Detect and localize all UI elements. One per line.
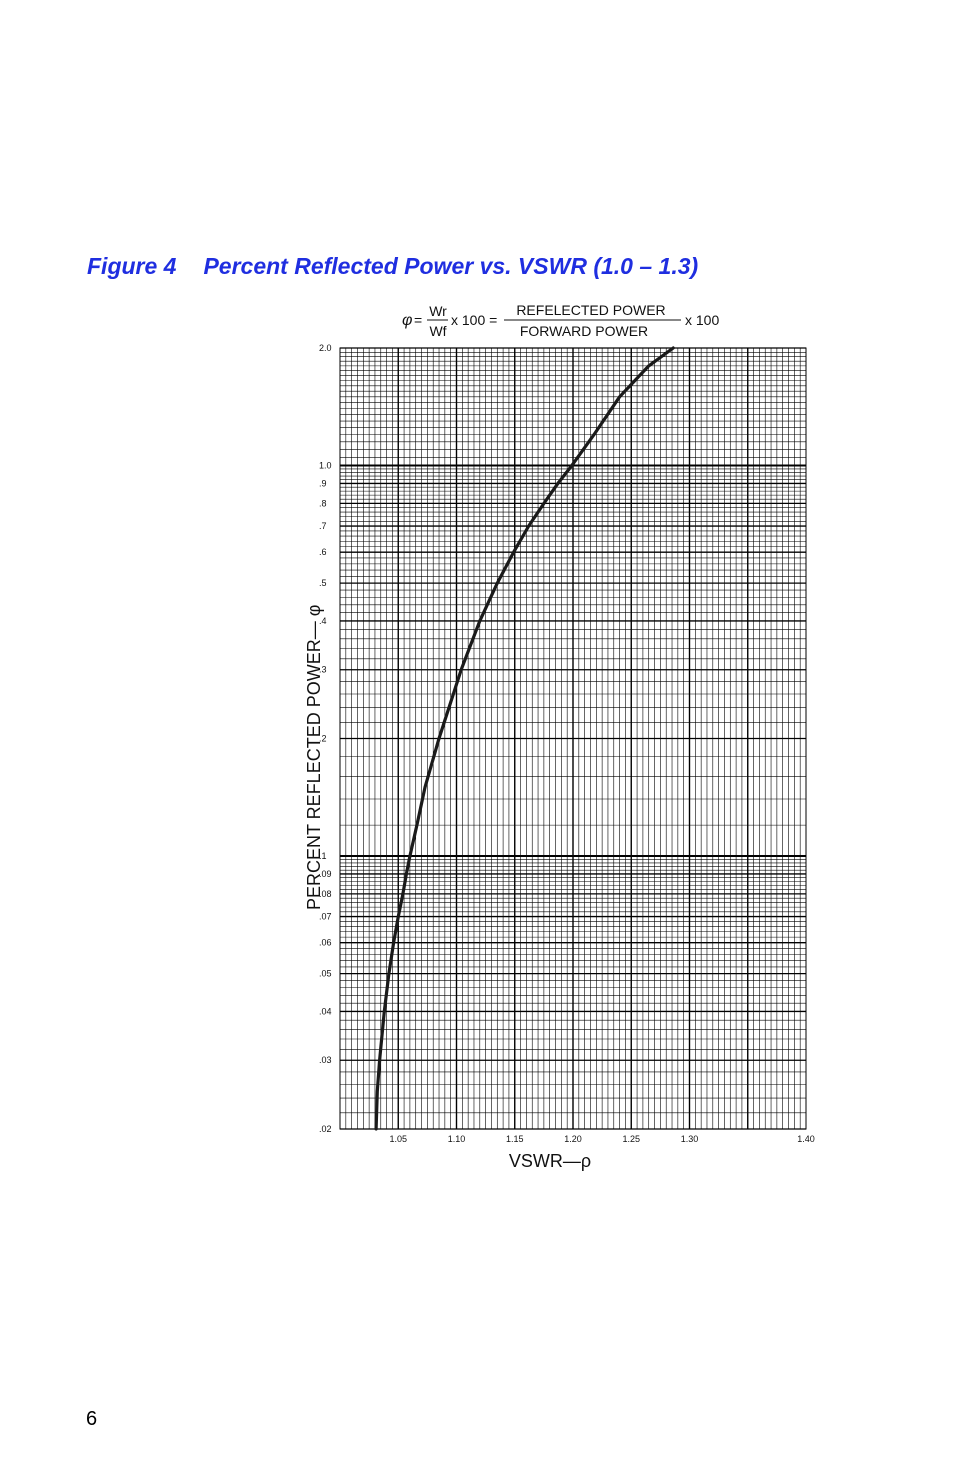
page-number: 6 xyxy=(86,1408,98,1430)
y-axis-label: PERCENT REFLECTED POWER— φ xyxy=(304,605,324,910)
x-tick-label: 1.10 xyxy=(448,1134,466,1144)
y-tick-label: .5 xyxy=(319,578,327,588)
y-tick-label: .07 xyxy=(319,912,332,922)
figure-title-text: Percent Reflected Power vs. VSWR (1.0 – … xyxy=(203,253,699,279)
y-tick-label: .8 xyxy=(319,498,327,508)
tick-labels: 1.05 1.10 1.15 1.20 1.25 1.30 1.40 2.0 1.0 .9 .8 .7… xyxy=(319,343,815,1144)
y-tick-label: .3 xyxy=(319,665,327,675)
formula-frac2-den: FORWARD POWER xyxy=(520,323,648,339)
y-tick-label: .08 xyxy=(319,889,332,899)
y-tick-label: .02 xyxy=(319,1124,332,1134)
y-tick-label: .7 xyxy=(319,521,327,531)
formula-equals: = xyxy=(414,312,422,328)
formula-frac1-num: Wr xyxy=(429,303,447,319)
y-tick-label: .4 xyxy=(319,616,327,626)
x-axis-label: VSWR—ρ xyxy=(509,1151,591,1171)
y-tick-label: .05 xyxy=(319,969,332,979)
y-tick-label: .06 xyxy=(319,938,332,948)
x-tick-label: 1.05 xyxy=(389,1134,407,1144)
y-tick-label: .09 xyxy=(319,869,332,879)
y-tick-label: 1.0 xyxy=(319,461,332,471)
x-tick-label: 1.30 xyxy=(681,1134,699,1144)
figure-title: Figure 4 Percent Reflected Power vs. VSWR… xyxy=(87,253,698,280)
y-tick-label: .6 xyxy=(319,547,327,557)
y-tick-label: .9 xyxy=(319,478,327,488)
y-tick-label: 2.0 xyxy=(319,343,332,353)
y-tick-label: .2 xyxy=(319,734,327,744)
y-tick-label: .03 xyxy=(319,1055,332,1065)
formula: φ = Wr Wf x 100 = REFELECTED POWER FORWA… xyxy=(402,302,719,339)
formula-phi: φ xyxy=(402,312,412,329)
formula-times100-b: x 100 xyxy=(685,312,719,328)
series-line xyxy=(374,346,675,1131)
series-layer xyxy=(374,346,675,1131)
x-tick-label: 1.20 xyxy=(564,1134,582,1144)
formula-frac1-den: Wf xyxy=(429,323,446,339)
figure-label: Figure 4 xyxy=(87,253,177,279)
plot-frame xyxy=(339,347,807,1130)
x-tick-label: 1.15 xyxy=(506,1134,524,1144)
formula-times100-a: x 100 = xyxy=(451,312,497,328)
y-tick-label: .04 xyxy=(319,1006,332,1016)
x-tick-label: 1.25 xyxy=(622,1134,640,1144)
x-tick-label: 1.40 xyxy=(797,1134,815,1144)
formula-frac2-num: REFELECTED POWER xyxy=(516,302,665,318)
major-grid xyxy=(340,347,806,1130)
y-tick-label: .1 xyxy=(319,851,327,861)
